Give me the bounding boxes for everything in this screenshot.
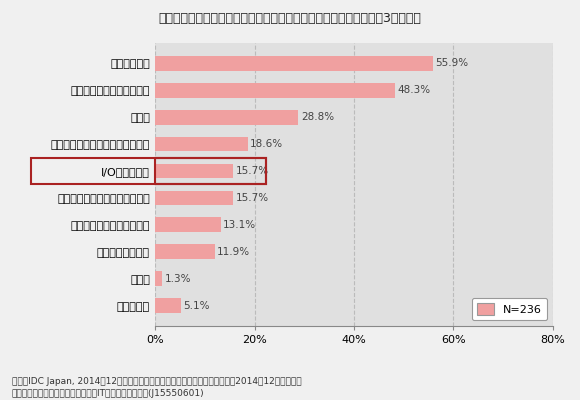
- Bar: [155, 137, 248, 152]
- Text: 次世代ストレージがもたらすITインフラの変革」(J15550601): 次世代ストレージがもたらすITインフラの変革」(J15550601): [12, 389, 204, 398]
- Bar: [155, 244, 215, 259]
- Text: 55.9%: 55.9%: [436, 58, 469, 68]
- Text: 15.7%: 15.7%: [236, 193, 269, 203]
- Text: 18.6%: 18.6%: [251, 139, 284, 149]
- Bar: [155, 271, 162, 286]
- Bar: [155, 56, 433, 71]
- Text: 1.3%: 1.3%: [164, 274, 191, 284]
- Bar: [155, 218, 220, 232]
- Text: 出典：IDC Japan, 2014年12月「国内企業のストレージ利用実態に関する調査2014年12月調査版：: 出典：IDC Japan, 2014年12月「国内企業のストレージ利用実態に関す…: [12, 377, 301, 386]
- Text: 48.3%: 48.3%: [398, 85, 431, 95]
- Bar: [155, 110, 299, 124]
- Text: 11.9%: 11.9%: [217, 247, 250, 257]
- Bar: [155, 190, 233, 205]
- Bar: [155, 298, 181, 313]
- Text: 28.8%: 28.8%: [301, 112, 334, 122]
- Text: 5.1%: 5.1%: [183, 301, 210, 311]
- Text: 15.7%: 15.7%: [236, 166, 269, 176]
- Text: 13.1%: 13.1%: [223, 220, 256, 230]
- Legend: N=236: N=236: [472, 298, 547, 320]
- Bar: [155, 164, 233, 178]
- Bar: [155, 83, 395, 98]
- Text: サーバー仮想化におけるストレージシステムの選定基準（複数回答3つまで）: サーバー仮想化におけるストレージシステムの選定基準（複数回答3つまで）: [158, 12, 422, 25]
